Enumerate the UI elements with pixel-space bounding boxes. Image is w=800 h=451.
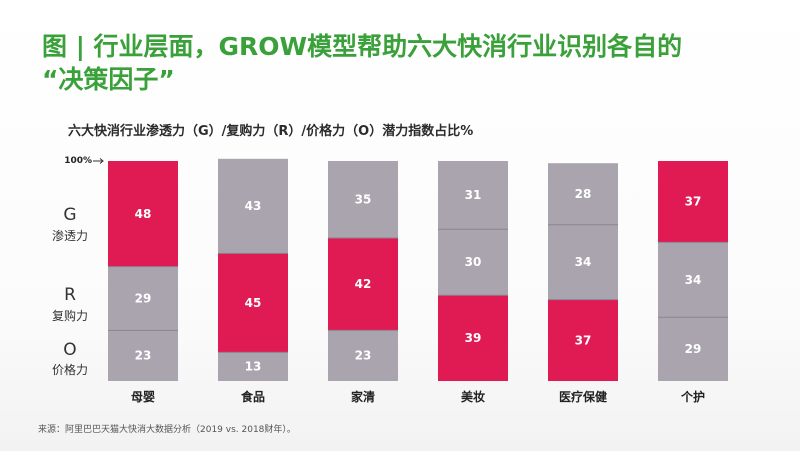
bar-segment-g (438, 161, 508, 230)
legend-name-o: 价格力 (52, 362, 88, 377)
slide-title-line-1: 图 | 行业层面，GROW模型帮助六大快消行业识别各自的 (42, 32, 683, 61)
bar-value-label: 31 (465, 188, 482, 202)
bar-value-label: 23 (135, 349, 152, 363)
legend-letter-r: R (64, 285, 76, 305)
slide-title-line-2: “决策因子” (42, 65, 175, 94)
category-label: 母婴 (131, 390, 155, 404)
bar-value-label: 43 (245, 199, 262, 213)
bar-value-label: 45 (245, 296, 262, 310)
bar-segment-o (328, 330, 398, 381)
bar-value-label: 13 (245, 360, 262, 374)
bar-segment-o (658, 317, 728, 381)
bar-segment-r (218, 253, 288, 353)
slide-title: 图 | 行业层面，GROW模型帮助六大快消行业识别各自的 “决策因子” (42, 30, 782, 96)
bar-segment-g (658, 161, 728, 243)
category-label: 美妆 (461, 389, 485, 404)
bar-value-label: 37 (685, 195, 702, 209)
bar-value-label: 28 (575, 187, 592, 201)
source-note: 来源：阿里巴巴天猫大快消大数据分析（2019 vs. 2018财年）。 (38, 425, 296, 435)
bar-value-label: 37 (575, 333, 592, 347)
bar-segment-o (218, 352, 288, 381)
bar-segment-r (108, 266, 178, 331)
legend-name-g: 渗透力 (52, 228, 88, 243)
legend-letter-o: O (63, 340, 76, 360)
bar-value-label: 42 (355, 277, 372, 291)
bar-value-label: 35 (355, 193, 372, 207)
bar-value-label: 29 (135, 292, 152, 306)
bar-value-label: 39 (465, 331, 482, 345)
bar-value-label: 30 (465, 255, 482, 269)
bar-value-label: 23 (355, 349, 372, 363)
bar-segment-g (108, 161, 178, 267)
bar-segment-g (548, 163, 618, 225)
chart-title: 六大快消行业渗透力（G）/复购力（R）/价格力（O）潜力指数占比% (68, 124, 474, 139)
legend-letter-g: G (63, 205, 76, 225)
bar-segment-g (328, 161, 398, 238)
category-label: 家清 (351, 389, 375, 404)
bar-segment-g (218, 158, 288, 254)
bar-value-label: 48 (135, 207, 152, 221)
category-label: 个护 (680, 389, 705, 404)
bar-segment-o (548, 299, 618, 381)
bar-segment-r (548, 224, 618, 300)
bar-segment-r (328, 238, 398, 331)
bar-value-label: 34 (575, 255, 592, 269)
bar-segment-o (438, 295, 508, 381)
bar-segment-r (438, 229, 508, 296)
bar-value-label: 34 (685, 273, 702, 287)
bar-segment-r (658, 242, 728, 318)
category-label: 食品 (240, 389, 265, 404)
legend-name-r: 复购力 (52, 308, 88, 323)
category-label: 医疗保健 (559, 389, 608, 404)
reference-100-label: 100% (64, 156, 92, 166)
reference-arrow (93, 158, 104, 164)
bar-value-label: 29 (685, 342, 702, 356)
bar-segment-o (108, 330, 178, 381)
